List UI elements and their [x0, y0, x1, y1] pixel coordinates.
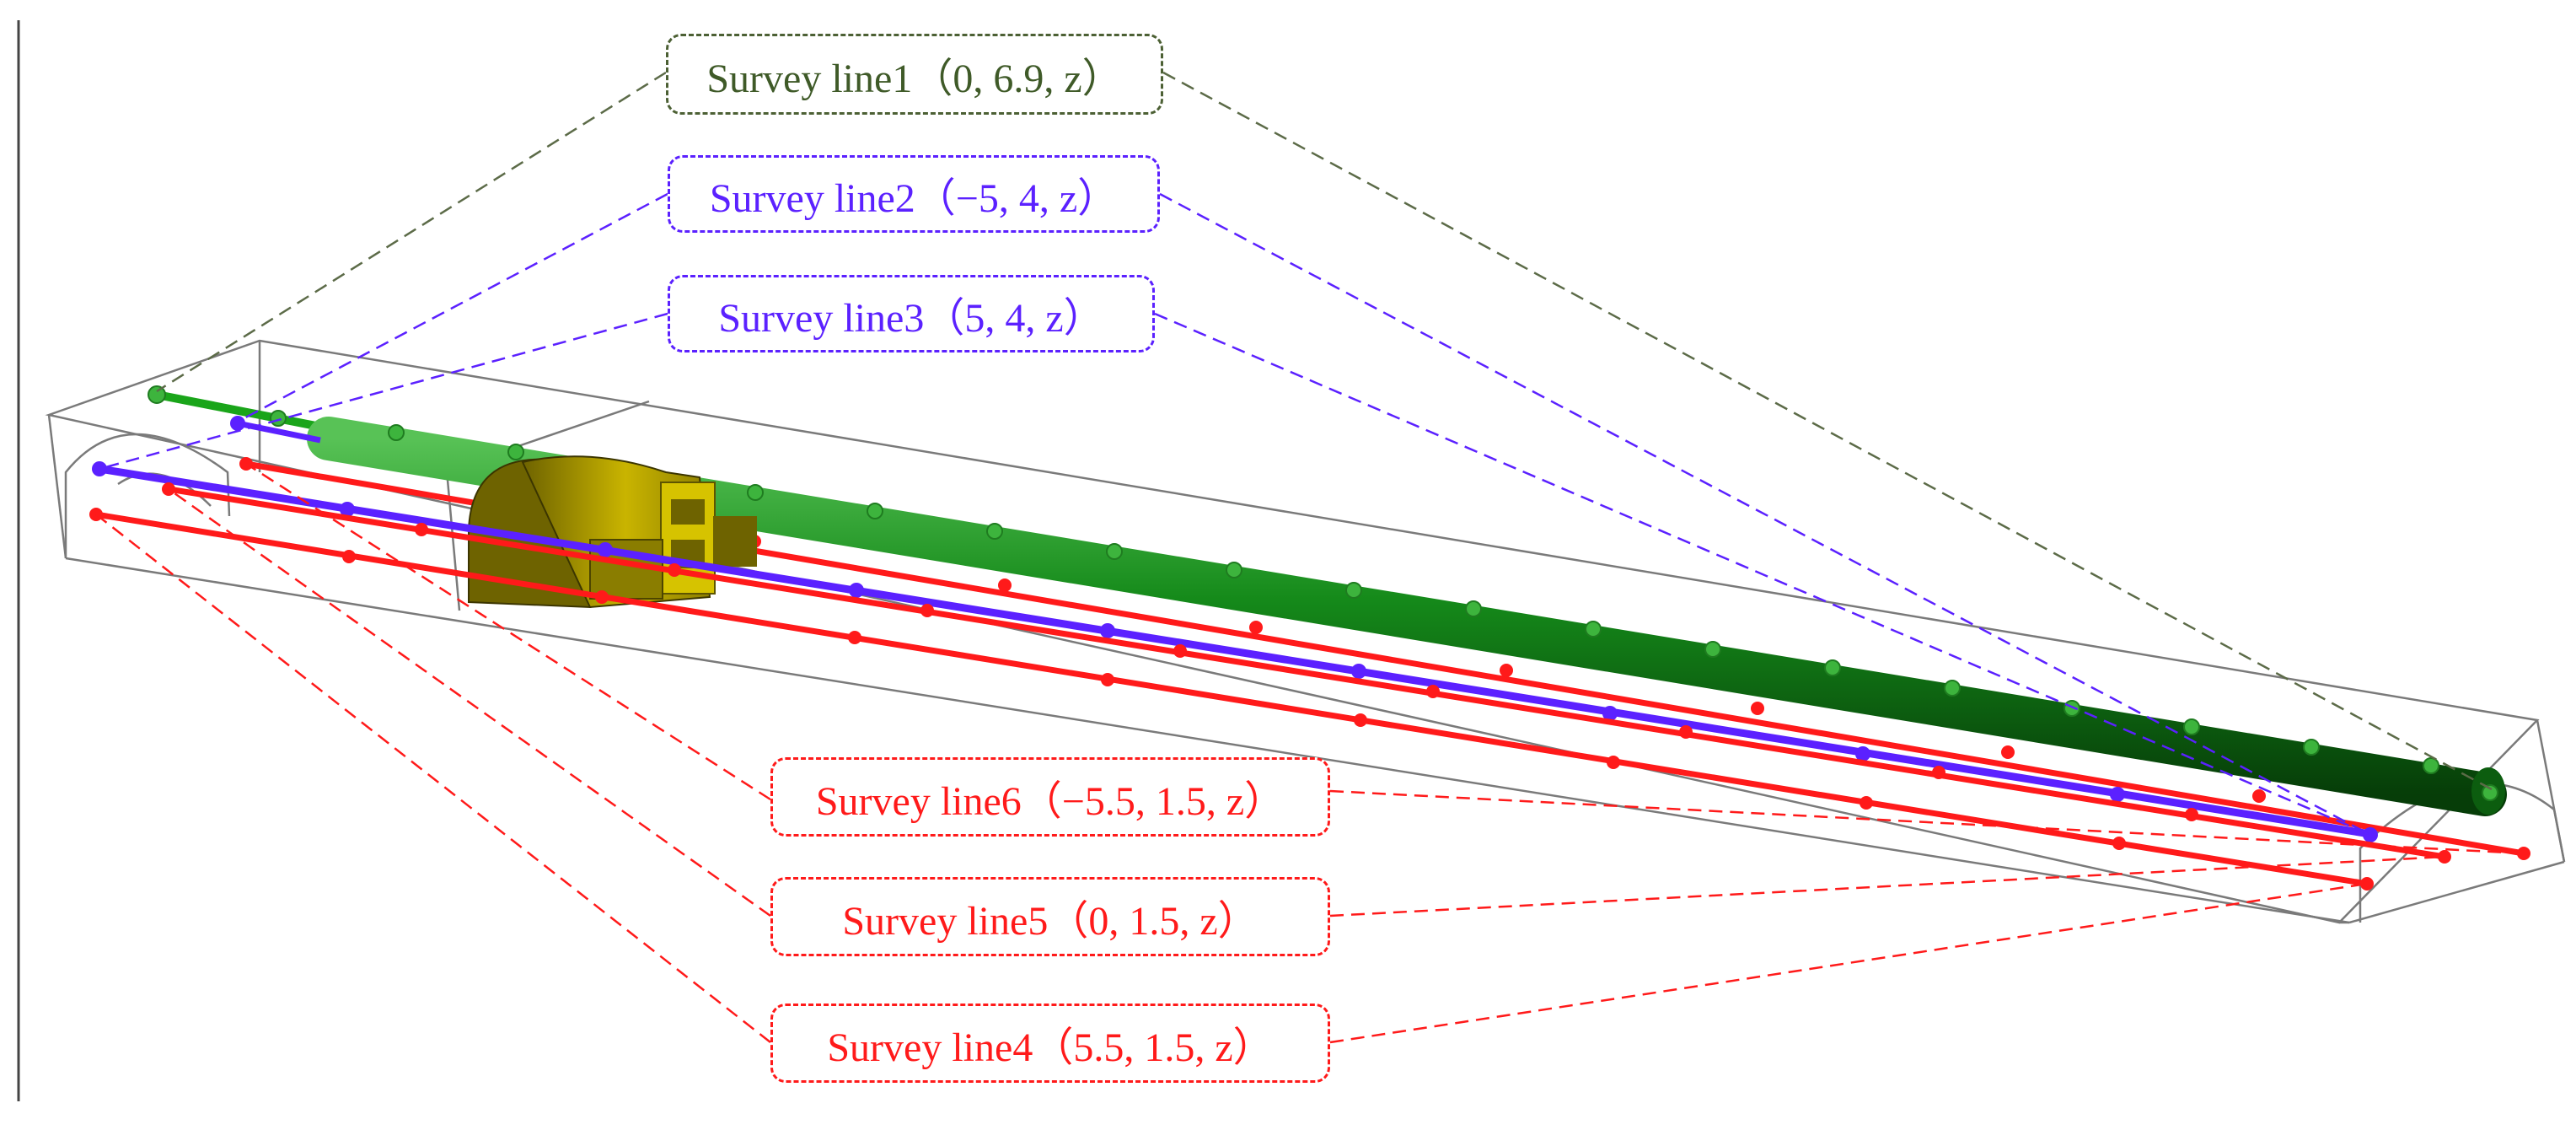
leader-lines: [95, 71, 2525, 1044]
survey-line5-label: Survey line5（0, 1.5, z）: [770, 877, 1330, 956]
survey-line5-track: [162, 482, 2451, 864]
survey-line2-track: [230, 416, 321, 444]
survey-line1-label: Survey line1（0, 6.9, z）: [666, 34, 1163, 115]
tunnel-arch-frame: [468, 455, 757, 609]
survey-line3-track: [92, 461, 2378, 842]
survey-line3-label: Survey line3（5, 4, z）: [668, 275, 1155, 352]
survey-line2-label: Survey line2（−5, 4, z）: [668, 155, 1160, 233]
survey-line6-label: Survey line6（−5.5, 1.5, z）: [770, 757, 1330, 837]
survey-line4-track: [89, 508, 2374, 891]
survey-line4-label: Survey line4（5.5, 1.5, z）: [770, 1004, 1330, 1083]
